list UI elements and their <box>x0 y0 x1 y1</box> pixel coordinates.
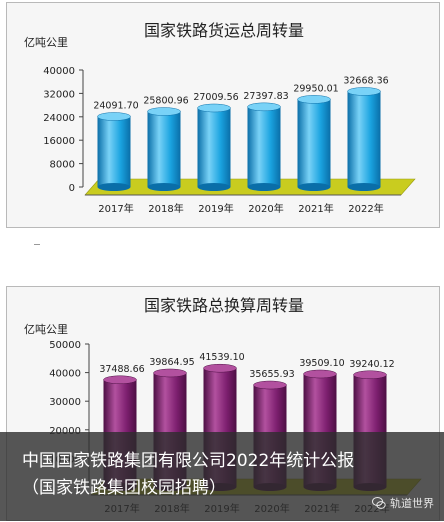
y-tick-label: 50000 <box>49 340 81 351</box>
y-tick-label: 16000 <box>43 136 75 147</box>
y-tick-label: 20000 <box>49 426 81 437</box>
bar <box>97 116 131 187</box>
y-tick-label: 40000 <box>43 66 75 77</box>
bar-top <box>147 107 181 116</box>
bar-top <box>353 370 387 380</box>
y-tick-label: 8000 <box>50 160 75 171</box>
bar <box>197 107 231 187</box>
watermark-text: 轨道世界 <box>390 497 434 510</box>
data-label: 27397.83 <box>243 91 288 102</box>
data-label: 35655.93 <box>249 369 294 380</box>
watermark: 轨道世界 <box>372 495 434 511</box>
bar-base <box>347 183 381 191</box>
bar-base <box>247 183 281 191</box>
bar-top <box>303 369 337 379</box>
freight-chart: 国家铁路货运总周转量 亿吨公里 0 8000 16000 24000 32000 4000… <box>24 21 416 215</box>
freight-chart-panel: 国家铁路货运总周转量 亿吨公里 0 8000 16000 24000 32000 4000… <box>6 2 440 228</box>
caption-text: 中国国家铁路集团有限公司2022年统计公报（国家铁路集团校园招聘） <box>22 451 355 498</box>
y-tick-label: 40000 <box>49 369 81 380</box>
bar <box>147 111 181 187</box>
bar-base <box>147 183 181 191</box>
x-tick-label: 2019年 <box>198 202 233 215</box>
y-tick-label: 24000 <box>43 113 75 124</box>
bar-top <box>347 87 381 96</box>
data-label: 39240.12 <box>349 359 394 370</box>
chart-title: 国家铁路总换算周转量 <box>144 296 304 315</box>
bar <box>347 91 381 187</box>
x-tick-label: 2020年 <box>248 202 283 215</box>
bar-top <box>197 103 231 113</box>
divider-mark <box>34 244 40 245</box>
data-label: 25800.96 <box>143 96 188 107</box>
bar-top <box>103 375 137 385</box>
x-tick-label: 2018年 <box>148 202 183 215</box>
bar-base <box>97 183 131 191</box>
bar-top <box>97 112 131 121</box>
bar <box>247 106 281 187</box>
bar-top <box>153 368 187 378</box>
bar-top <box>253 380 287 390</box>
data-label: 39864.95 <box>149 357 194 368</box>
y-axis-label: 亿吨公里 <box>24 36 68 49</box>
y-tick-label: 32000 <box>43 89 75 100</box>
data-label: 32668.36 <box>343 75 388 86</box>
caption-overlay: 中国国家铁路集团有限公司2022年统计公报（国家铁路集团校园招聘） 轨道世界 <box>0 432 444 521</box>
x-tick-label: 2021年 <box>298 202 333 215</box>
bar-top <box>247 102 281 112</box>
data-label: 37488.66 <box>99 364 144 375</box>
data-label: 41539.10 <box>199 352 244 363</box>
data-label: 39509.10 <box>299 358 344 369</box>
bar <box>297 99 331 187</box>
x-tick-label: 2017年 <box>98 202 133 215</box>
data-label: 27009.56 <box>193 92 238 103</box>
data-label: 29950.01 <box>293 83 338 94</box>
y-tick-label: 0 <box>69 183 75 194</box>
bar-top <box>297 95 331 104</box>
data-label: 24091.70 <box>93 101 138 112</box>
wechat-icon <box>372 497 386 509</box>
bar-top <box>203 363 237 373</box>
bar-base <box>297 183 331 191</box>
y-tick-label: 30000 <box>49 397 81 408</box>
x-tick-label: 2022年 <box>348 202 383 215</box>
bar-base <box>197 183 231 191</box>
chart-title: 国家铁路货运总周转量 <box>144 21 304 40</box>
y-axis-label: 亿吨公里 <box>24 323 68 336</box>
